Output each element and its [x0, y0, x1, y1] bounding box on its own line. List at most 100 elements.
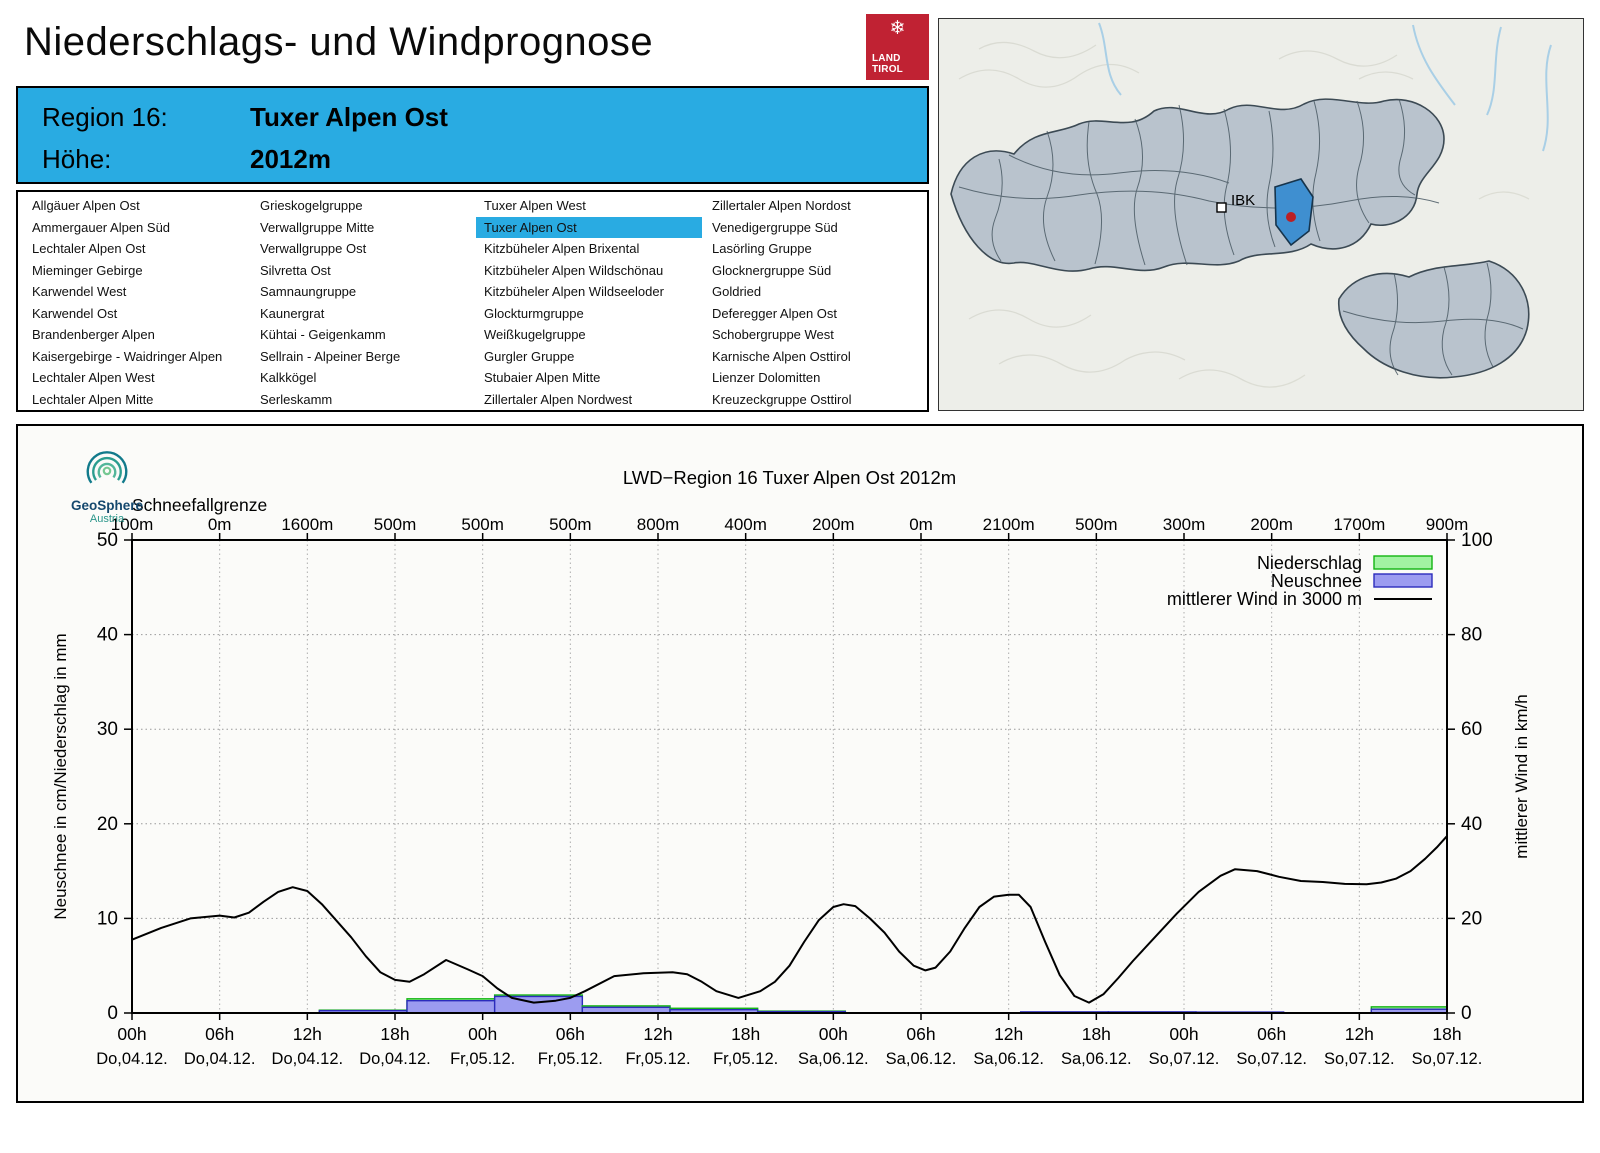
legend-swatch [1373, 555, 1433, 570]
ibk-marker [1216, 202, 1227, 213]
region-list-item[interactable]: Tuxer Alpen West [484, 198, 586, 213]
region-list-item[interactable]: Kitzbüheler Alpen Brixental [484, 241, 640, 256]
x-tick-time: 00h [117, 1024, 146, 1044]
x-tick-time: 12h [1345, 1024, 1374, 1044]
x-tick-time: 00h [819, 1024, 848, 1044]
region-header: Region 16: Tuxer Alpen Ost Höhe: 2012m [16, 86, 929, 184]
region-list-item[interactable]: Zillertaler Alpen Nordost [712, 198, 851, 213]
geosphere-logo-icon [86, 451, 128, 484]
schneefallgrenze-value: 2100m [983, 515, 1035, 534]
region-list-item[interactable]: Lechtaler Alpen Mitte [32, 391, 154, 407]
x-tick-time: 06h [1257, 1024, 1286, 1044]
left-axis-tick-label: 40 [97, 625, 118, 646]
region-list-item[interactable]: Silvretta Ost [260, 262, 331, 278]
region-list-item[interactable]: Karnische Alpen Osttirol [712, 348, 851, 364]
region-list-item[interactable]: Verwallgruppe Ost [260, 241, 367, 256]
region-list-item[interactable]: Schobergruppe West [712, 327, 834, 342]
region-list-item[interactable]: Kalkkögel [260, 370, 317, 385]
legend-label: mittlerer Wind in 3000 m [1167, 589, 1362, 609]
region-list-item[interactable]: Ammergauer Alpen Süd [32, 219, 171, 235]
schneefallgrenze-value: 500m [1075, 515, 1118, 534]
hoehe-label: Höhe: [42, 144, 112, 174]
region-list-item[interactable]: Kaunergrat [260, 305, 325, 321]
region-list-item[interactable]: Grieskogelgruppe [260, 198, 363, 213]
plot-frame [131, 539, 1448, 1014]
region-list-item[interactable]: Zillertaler Alpen Nordwest [484, 391, 633, 407]
region-label: Region 16: [42, 102, 168, 132]
logo-line2: TIROL [872, 64, 903, 75]
region-list-item[interactable]: Brandenberger Alpen [32, 327, 155, 342]
region-list-item-selected[interactable]: Tuxer Alpen Ost [476, 216, 702, 238]
legend-label: Neuschnee [1271, 571, 1362, 591]
region-list-item[interactable]: Samnaungruppe [260, 284, 357, 299]
region-list-item[interactable]: Lechtaler Alpen Ost [32, 241, 146, 256]
region-list-item[interactable]: Glocknergruppe Süd [712, 262, 832, 278]
map-region-osttirol[interactable] [1338, 260, 1530, 379]
forecast-chart-panel: GeoSphere Austria 100m 00h Do,04.12. 0m 06h D… [16, 424, 1584, 1103]
region-list-item[interactable]: Lasörling Gruppe [712, 241, 812, 256]
schneefallgrenze-value: 200m [1250, 515, 1293, 534]
land-tirol-logo-text: LAND TIROL [872, 53, 903, 75]
region-list-item[interactable]: Weißkugelgruppe [484, 327, 586, 342]
x-tick-date: Fr,05.12. [625, 1050, 690, 1068]
region-list-item[interactable]: Kitzbüheler Alpen Wildseeloder [484, 284, 664, 299]
region-name-value: Tuxer Alpen Ost [250, 102, 448, 132]
region-list-item[interactable]: Deferegger Alpen Ost [712, 305, 838, 321]
x-tick-date: Fr,05.12. [450, 1050, 515, 1068]
hoehe-value: 2012m [250, 144, 331, 174]
region-list-item[interactable]: Glockturmgruppe [484, 305, 584, 321]
region-list-item[interactable]: Lienzer Dolomitten [712, 370, 821, 385]
schneefallgrenze-value: 900m [1426, 515, 1469, 534]
region-list-item[interactable]: Allgäuer Alpen Ost [32, 198, 140, 213]
logo-line1: LAND [872, 53, 901, 64]
map-region-tirol-west[interactable] [950, 98, 1445, 272]
region-list-item[interactable]: Mieminger Gebirge [32, 262, 143, 278]
region-list-item[interactable]: Kreuzeckgruppe Osttirol [712, 391, 852, 407]
x-tick-time: 06h [556, 1024, 585, 1044]
x-tick-date: Fr,05.12. [538, 1050, 603, 1068]
region-list-item[interactable]: Goldried [712, 284, 762, 299]
left-axis-tick-label: 0 [107, 1003, 118, 1024]
region-list-item[interactable]: Gurgler Gruppe [484, 348, 575, 364]
right-axis-label: mittlerer Wind in km/h [1512, 694, 1531, 858]
x-tick-time: 18h [1082, 1024, 1111, 1044]
map-osttirol-borders [1342, 262, 1524, 376]
x-tick-time: 18h [731, 1024, 760, 1044]
region-list-column-1: Allgäuer Alpen Ost Ammergauer Alpen Süd Le… [24, 195, 230, 410]
schneefallgrenze-value: 1700m [1333, 515, 1385, 534]
region-list-item[interactable]: Serleskamm [260, 391, 333, 407]
map-region-selected-tuxer-alpen-ost[interactable] [1274, 178, 1314, 247]
region-list-item[interactable]: Lechtaler Alpen West [32, 370, 155, 385]
region-list-item[interactable]: Venedigergruppe Süd [712, 219, 838, 235]
schneefallgrenze-value: 1600m [281, 515, 333, 534]
left-axis-label: Neuschnee in cm/Niederschlag in mm [51, 633, 70, 919]
schneefallgrenze-value: 800m [637, 515, 680, 534]
left-axis-tick-label: 20 [97, 814, 118, 835]
x-tick-date: So,07.12. [1324, 1050, 1395, 1068]
page-title: Niederschlags- und Windprognose [24, 20, 654, 64]
region-list-item[interactable]: Sellrain - Alpeiner Berge [260, 348, 401, 364]
x-tick-date: Sa,06.12. [886, 1050, 957, 1068]
x-tick-date: So,07.12. [1236, 1050, 1307, 1068]
left-axis-tick-label: 50 [97, 530, 118, 551]
tirol-map[interactable]: IBK [938, 18, 1584, 411]
geosphere-logo: GeoSphere Austria [52, 448, 162, 525]
region-list-item[interactable]: Karwendel West [32, 284, 127, 299]
region-list-item[interactable]: Kühtai - Geigenkamm [260, 327, 386, 342]
region-list-item[interactable]: Karwendel Ost [32, 305, 118, 321]
x-tick-date: Do,04.12. [272, 1050, 344, 1068]
x-tick-date: Do,04.12. [184, 1050, 256, 1068]
region-list-item[interactable]: Stubaier Alpen Mitte [484, 370, 601, 385]
schneefallgrenze-label: Schneefallgrenze [132, 495, 267, 515]
region-list-item[interactable]: Verwallgruppe Mitte [260, 219, 375, 235]
left-axis-tick-label: 30 [97, 719, 118, 740]
schneefallgrenze-value: 500m [374, 515, 417, 534]
schneefallgrenze-value: 0m [909, 515, 933, 534]
map-region-borders [958, 98, 1440, 266]
schneefallgrenze-value: 0m [208, 515, 232, 534]
x-tick-date: Sa,06.12. [1061, 1050, 1132, 1068]
region-list-item[interactable]: Kaisergebirge - Waidringer Alpen [32, 348, 223, 364]
region-list-item[interactable]: Kitzbüheler Alpen Wildschönau [484, 262, 664, 278]
schneefallgrenze-value: 100m [111, 515, 154, 534]
x-tick-date: Sa,06.12. [798, 1050, 869, 1068]
